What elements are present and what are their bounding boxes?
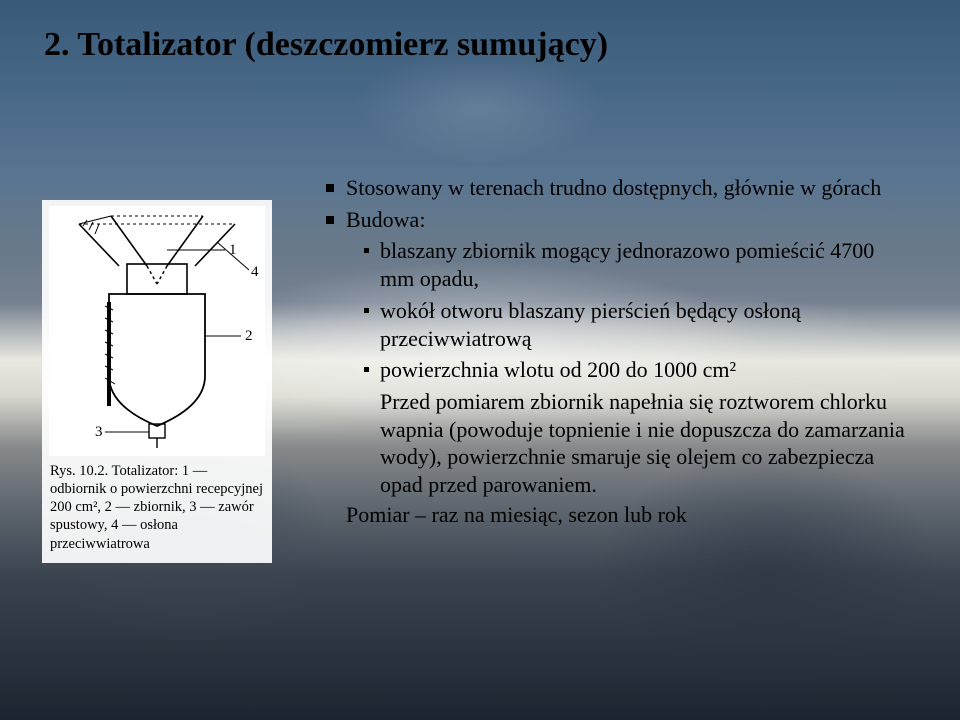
bullet-usage: Stosowany w terenach trudno dostępnych, … bbox=[322, 174, 912, 202]
totalizator-diagram: 1 4 2 3 bbox=[49, 206, 265, 456]
diagram-label-1: 1 bbox=[229, 242, 237, 258]
figure-caption: Rys. 10.2. Totalizator: 1 — odbiornik o … bbox=[48, 462, 266, 553]
content-block: Stosowany w terenach trudno dostępnych, … bbox=[322, 174, 912, 531]
diagram-label-2: 2 bbox=[245, 328, 253, 344]
figure-panel: 1 4 2 3 Rys. 10.2. Totalizator: 1 — odbi… bbox=[42, 200, 272, 563]
diagram-label-4: 4 bbox=[251, 264, 259, 280]
bullet-reservoir: blaszany zbiornik mogący jednorazowo pom… bbox=[322, 237, 912, 292]
slide-title: 2. Totalizator (deszczomierz sumujący) bbox=[44, 26, 608, 64]
bullet-construction: Budowa: bbox=[322, 206, 912, 234]
slide: 2. Totalizator (deszczomierz sumujący) bbox=[0, 0, 960, 720]
diagram-label-3: 3 bbox=[95, 424, 103, 440]
bullet-inlet-area: powierzchnia wlotu od 200 do 1000 cm² bbox=[322, 356, 912, 384]
paragraph-preparation: Przed pomiarem zbiornik napełnia się roz… bbox=[322, 388, 912, 499]
paragraph-measurement: Pomiar – raz na miesiąc, sezon lub rok bbox=[322, 501, 912, 529]
bullet-windshield: wokół otworu blaszany pierścień będący o… bbox=[322, 297, 912, 352]
